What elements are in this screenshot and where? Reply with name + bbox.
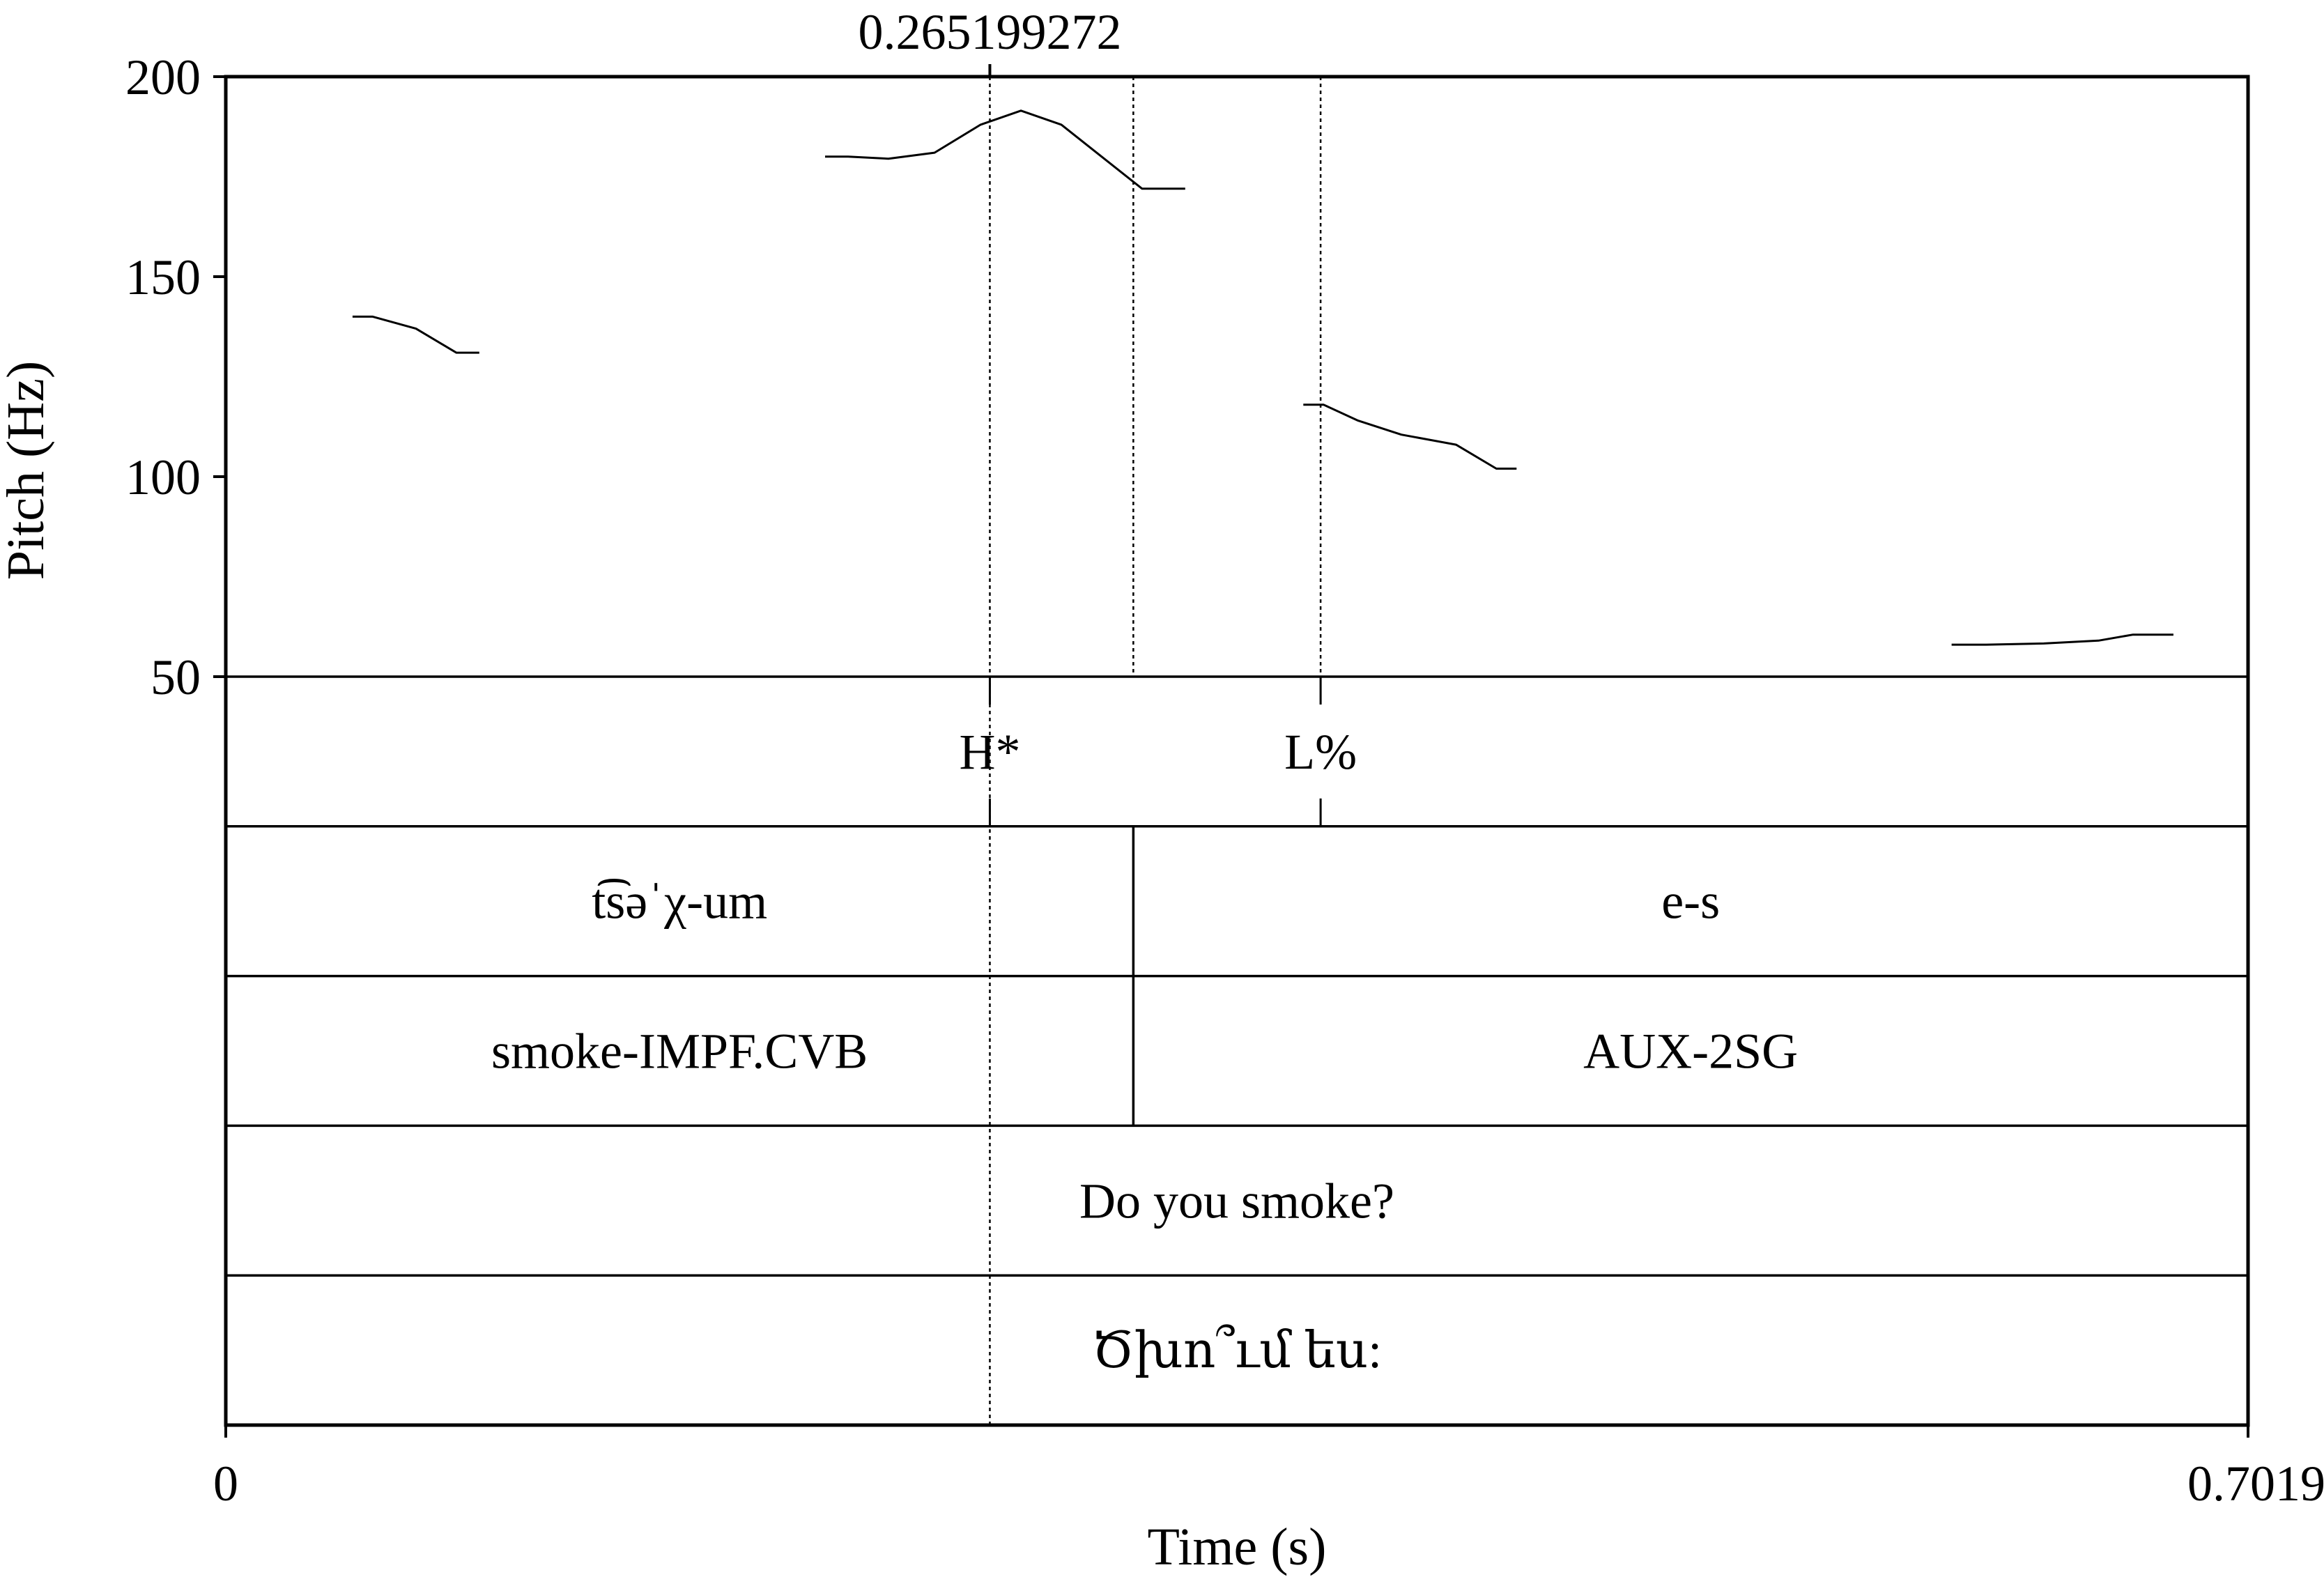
y-tick-label: 100: [125, 449, 201, 505]
tier-5-label: Ծխո՞ւմ ես:: [1092, 1323, 1382, 1378]
tier-2-label: t͡səˈχ-um: [592, 874, 767, 930]
y-axis-label: Pitch (Hz): [0, 361, 55, 580]
y-tick-label: 150: [125, 249, 201, 305]
y-tick-label: 200: [125, 49, 201, 105]
pitch-segment: [1303, 403, 1517, 470]
annotation-tiers: H* L% t͡səˈχ-um e-s smoke-IMPF.CVB AUX-2SG Do …: [491, 677, 1798, 1378]
cursor-time-label: 0.265199272: [858, 4, 1121, 60]
pitch-segment: [825, 109, 1185, 190]
x-tick-label: 0.7019: [2187, 1456, 2324, 1511]
tier-2-label: e-s: [1661, 874, 1720, 930]
tier-4-label: Do you smoke?: [1079, 1173, 1394, 1229]
gridlines: [989, 77, 1322, 1425]
y-tick-label: 50: [151, 649, 201, 705]
x-axis-label: Time (s): [1148, 1518, 1327, 1576]
tier-3-label: AUX-2SG: [1583, 1023, 1798, 1079]
plot-frame: [224, 75, 2250, 1427]
point-label: L%: [1284, 724, 1357, 780]
pitch-segment: [352, 315, 479, 354]
frame-border: [224, 75, 2250, 1427]
tier-3-label: smoke-IMPF.CVB: [491, 1023, 868, 1079]
pitch-segment: [1951, 633, 2173, 646]
pitch-contour: [352, 109, 2173, 646]
point-label: H*: [959, 724, 1020, 780]
x-tick-label: 0: [213, 1456, 238, 1511]
axes: 200 150 100 50 0 0.7019 0.265199272 Time (s) Pit…: [0, 4, 2324, 1576]
